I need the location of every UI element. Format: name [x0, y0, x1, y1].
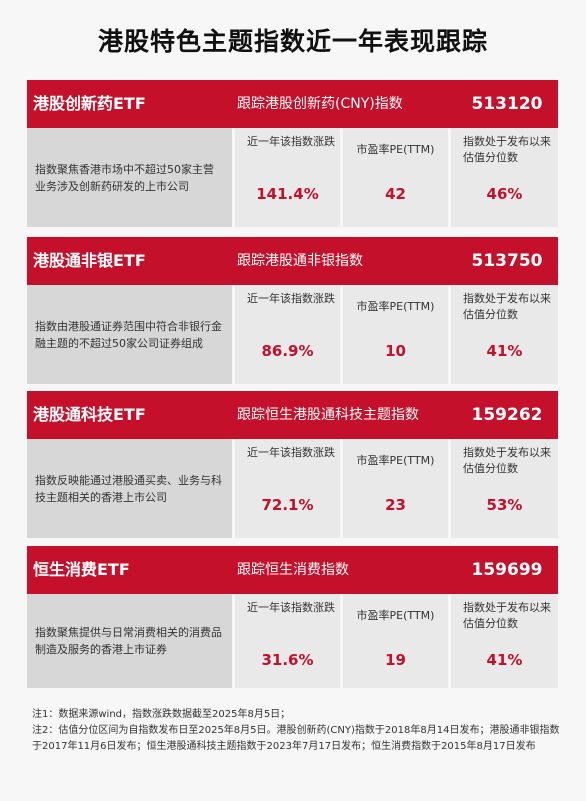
footnotes: 注1：数据来源wind，指数涨跌数据截至2025年8月5日； 注2：估值分位区间…	[32, 707, 562, 755]
index-description-text: 指数反映能通过港股通买卖、业务与科技主题相关的香港上市公司	[35, 473, 222, 504]
metric-pe-value: 10	[385, 342, 406, 360]
metric-percentile: 指数处于发布以来估值分位数 41%	[448, 594, 558, 688]
metric-change-value: 86.9%	[261, 342, 314, 360]
metric-percentile-label: 指数处于发布以来估值分位数	[463, 601, 551, 630]
card-header: 港股创新药ETF 跟踪港股创新药(CNY)指数 513120	[27, 80, 558, 128]
metric-change: 近一年该指数涨跌 86.9%	[232, 285, 340, 384]
footnote-1: 注1：数据来源wind，指数涨跌数据截至2025年8月5日；	[32, 709, 291, 720]
metric-pe-value: 23	[385, 496, 406, 514]
etf-name: 港股创新药ETF	[33, 94, 146, 113]
metric-percentile-label: 指数处于发布以来估值分位数	[463, 135, 551, 164]
etf-card: 港股通非银ETF 跟踪港股通非银指数 513750 指数由港股通证券范围中符合非…	[27, 237, 558, 384]
metric-change-value: 141.4%	[256, 185, 319, 203]
tracking-index: 跟踪恒生消费指数	[237, 562, 349, 578]
metric-pe: 市盈率PE(TTM) 19	[340, 594, 448, 688]
metric-change-label: 近一年该指数涨跌	[247, 601, 335, 614]
index-description: 指数聚焦提供与日常消费相关的消费品制造及服务的香港上市证券	[27, 594, 232, 688]
metric-change-label: 近一年该指数涨跌	[247, 292, 335, 305]
etf-card: 港股创新药ETF 跟踪港股创新药(CNY)指数 513120 指数聚焦香港市场中…	[27, 80, 558, 227]
tracking-index: 跟踪港股通非银指数	[237, 253, 363, 269]
etf-code: 513120	[471, 94, 543, 114]
metric-change: 近一年该指数涨跌 31.6%	[232, 594, 340, 688]
etf-name: 恒生消费ETF	[33, 560, 130, 579]
tracking-index: 跟踪港股创新药(CNY)指数	[237, 96, 403, 112]
metric-change-label: 近一年该指数涨跌	[247, 135, 335, 148]
etf-card: 港股通科技ETF 跟踪恒生港股通科技主题指数 159262 指数反映能通过港股通…	[27, 391, 558, 538]
metric-percentile: 指数处于发布以来估值分位数 46%	[448, 128, 558, 227]
metric-percentile-label: 指数处于发布以来估值分位数	[463, 292, 551, 321]
etf-name: 港股通科技ETF	[33, 405, 146, 424]
metric-percentile-value: 41%	[486, 342, 523, 360]
metric-pe-label: 市盈率PE(TTM)	[356, 143, 435, 156]
card-body: 指数由港股通证券范围中符合非银行金融主题的不超过50家公司证券组成 近一年该指数…	[27, 285, 558, 384]
metric-pe: 市盈率PE(TTM) 10	[340, 285, 448, 384]
index-description: 指数聚焦香港市场中不超过50家主营业务涉及创新药研发的上市公司	[27, 128, 232, 227]
card-header: 港股通非银ETF 跟踪港股通非银指数 513750	[27, 237, 558, 285]
metric-pe-label: 市盈率PE(TTM)	[356, 609, 435, 622]
metric-change-value: 72.1%	[261, 496, 314, 514]
etf-code: 513750	[471, 251, 543, 271]
metric-percentile: 指数处于发布以来估值分位数 53%	[448, 439, 558, 538]
etf-name: 港股通非银ETF	[33, 251, 146, 270]
card-body: 指数聚焦提供与日常消费相关的消费品制造及服务的香港上市证券 近一年该指数涨跌 3…	[27, 594, 558, 688]
etf-card: 恒生消费ETF 跟踪恒生消费指数 159699 指数聚焦提供与日常消费相关的消费…	[27, 546, 558, 688]
metric-pe: 市盈率PE(TTM) 42	[340, 128, 448, 227]
page-title: 港股特色主题指数近一年表现跟踪	[97, 27, 488, 56]
metric-percentile-value: 53%	[486, 496, 523, 514]
metric-pe: 市盈率PE(TTM) 23	[340, 439, 448, 538]
metric-change-label: 近一年该指数涨跌	[247, 446, 335, 459]
metric-change: 近一年该指数涨跌 141.4%	[232, 128, 340, 227]
footnote-2: 注2：估值分位区间为自指数发布日至2025年8月5日。港股创新药(CNY)指数于…	[32, 725, 560, 752]
metric-pe-label: 市盈率PE(TTM)	[356, 300, 435, 313]
index-description-text: 指数由港股通证券范围中符合非银行金融主题的不超过50家公司证券组成	[35, 319, 222, 350]
card-header: 港股通科技ETF 跟踪恒生港股通科技主题指数 159262	[27, 391, 558, 439]
metric-percentile-label: 指数处于发布以来估值分位数	[463, 446, 551, 475]
metric-percentile-value: 41%	[486, 651, 523, 669]
metric-pe-value: 19	[385, 651, 406, 669]
metric-change-value: 31.6%	[261, 651, 314, 669]
metric-pe-label: 市盈率PE(TTM)	[356, 454, 435, 467]
etf-code: 159262	[471, 405, 543, 425]
card-body: 指数反映能通过港股通买卖、业务与科技主题相关的香港上市公司 近一年该指数涨跌 7…	[27, 439, 558, 538]
index-description: 指数反映能通过港股通买卖、业务与科技主题相关的香港上市公司	[27, 439, 232, 538]
index-description: 指数由港股通证券范围中符合非银行金融主题的不超过50家公司证券组成	[27, 285, 232, 384]
card-header: 恒生消费ETF 跟踪恒生消费指数 159699	[27, 546, 558, 594]
etf-code: 159699	[471, 560, 543, 580]
index-description-text: 指数聚焦香港市场中不超过50家主营业务涉及创新药研发的上市公司	[35, 162, 214, 193]
index-description-text: 指数聚焦提供与日常消费相关的消费品制造及服务的香港上市证券	[35, 626, 222, 656]
metric-change: 近一年该指数涨跌 72.1%	[232, 439, 340, 538]
metric-percentile: 指数处于发布以来估值分位数 41%	[448, 285, 558, 384]
metric-percentile-value: 46%	[486, 185, 523, 203]
metric-pe-value: 42	[385, 185, 406, 203]
tracking-index: 跟踪恒生港股通科技主题指数	[237, 407, 419, 423]
card-body: 指数聚焦香港市场中不超过50家主营业务涉及创新药研发的上市公司 近一年该指数涨跌…	[27, 128, 558, 227]
